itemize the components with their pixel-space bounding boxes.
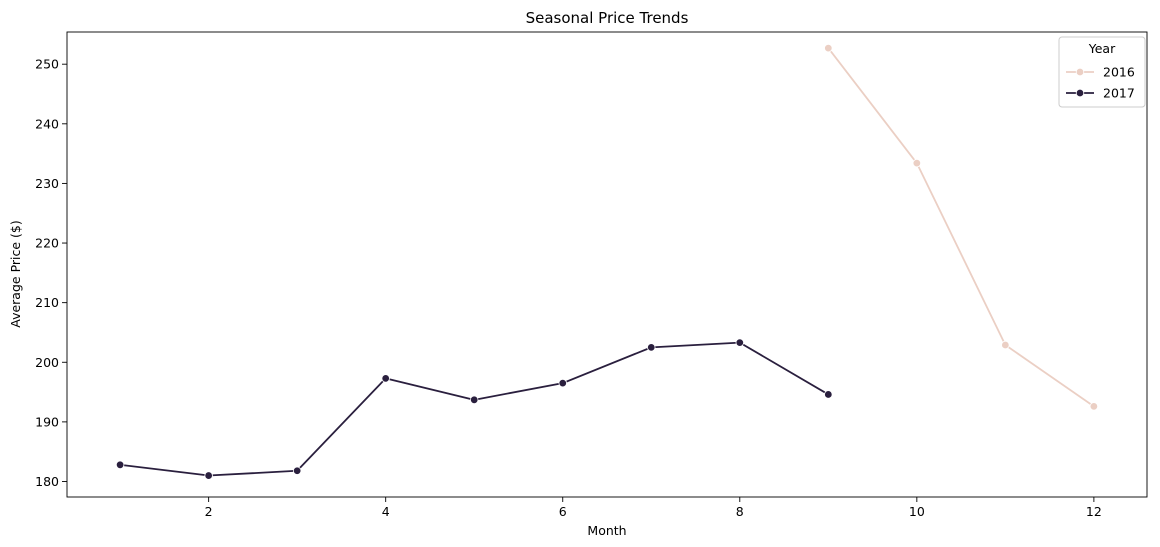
data-point [292, 466, 302, 475]
data-point [1001, 340, 1010, 350]
legend-entry-2017: 2017 [1066, 86, 1135, 101]
plot-frame [66, 31, 1148, 498]
y-tick-label: 240 [35, 116, 59, 131]
data-point [115, 460, 125, 470]
data-point [558, 378, 567, 388]
legend-entry-2016: 2016 [1066, 65, 1135, 80]
x-tick-label: 10 [909, 504, 925, 519]
x-tick-label: 12 [1086, 504, 1102, 519]
y-axis-title: Average Price ($) [8, 220, 23, 327]
legend-entries: 2016 2017 [1066, 65, 1135, 101]
legend-label: 2017 [1103, 86, 1135, 101]
x-tick-label: 2 [205, 504, 213, 519]
legend-label: 2016 [1103, 65, 1135, 80]
series-2017 [115, 338, 833, 480]
x-tick-label: 6 [559, 504, 567, 519]
data-point [204, 471, 213, 480]
series-2016 [824, 43, 1099, 411]
x-tick-label: 4 [382, 504, 390, 519]
x-axis: 2 4 6 8 10 12 [205, 497, 1102, 519]
y-tick-label: 190 [35, 414, 59, 429]
y-tick-label: 200 [35, 355, 59, 370]
legend: Year 2016 2017 [1058, 36, 1146, 108]
y-tick-label: 230 [35, 176, 59, 191]
legend-marker [1075, 88, 1085, 98]
y-axis: 180 190 200 210 220 230 240 250 [35, 57, 67, 489]
data-point [912, 158, 922, 168]
data-point [735, 338, 744, 347]
data-point [381, 374, 390, 383]
data-point [1089, 402, 1099, 411]
x-tick-label: 8 [736, 504, 744, 519]
data-point [647, 343, 656, 352]
legend-title: Year [1088, 41, 1116, 56]
y-tick-label: 210 [35, 295, 59, 310]
y-tick-label: 220 [35, 236, 59, 251]
x-axis-title: Month [587, 523, 626, 538]
data-point [824, 390, 833, 399]
legend-marker [1075, 67, 1085, 77]
data-point [470, 395, 479, 405]
y-tick-label: 250 [35, 57, 59, 72]
series-layer [115, 43, 1099, 480]
plot-area [66, 31, 1148, 498]
series-line-2016 [827, 47, 1095, 408]
chart-title: Seasonal Price Trends [526, 9, 689, 27]
data-point [824, 43, 833, 53]
y-tick-label: 180 [35, 474, 59, 489]
